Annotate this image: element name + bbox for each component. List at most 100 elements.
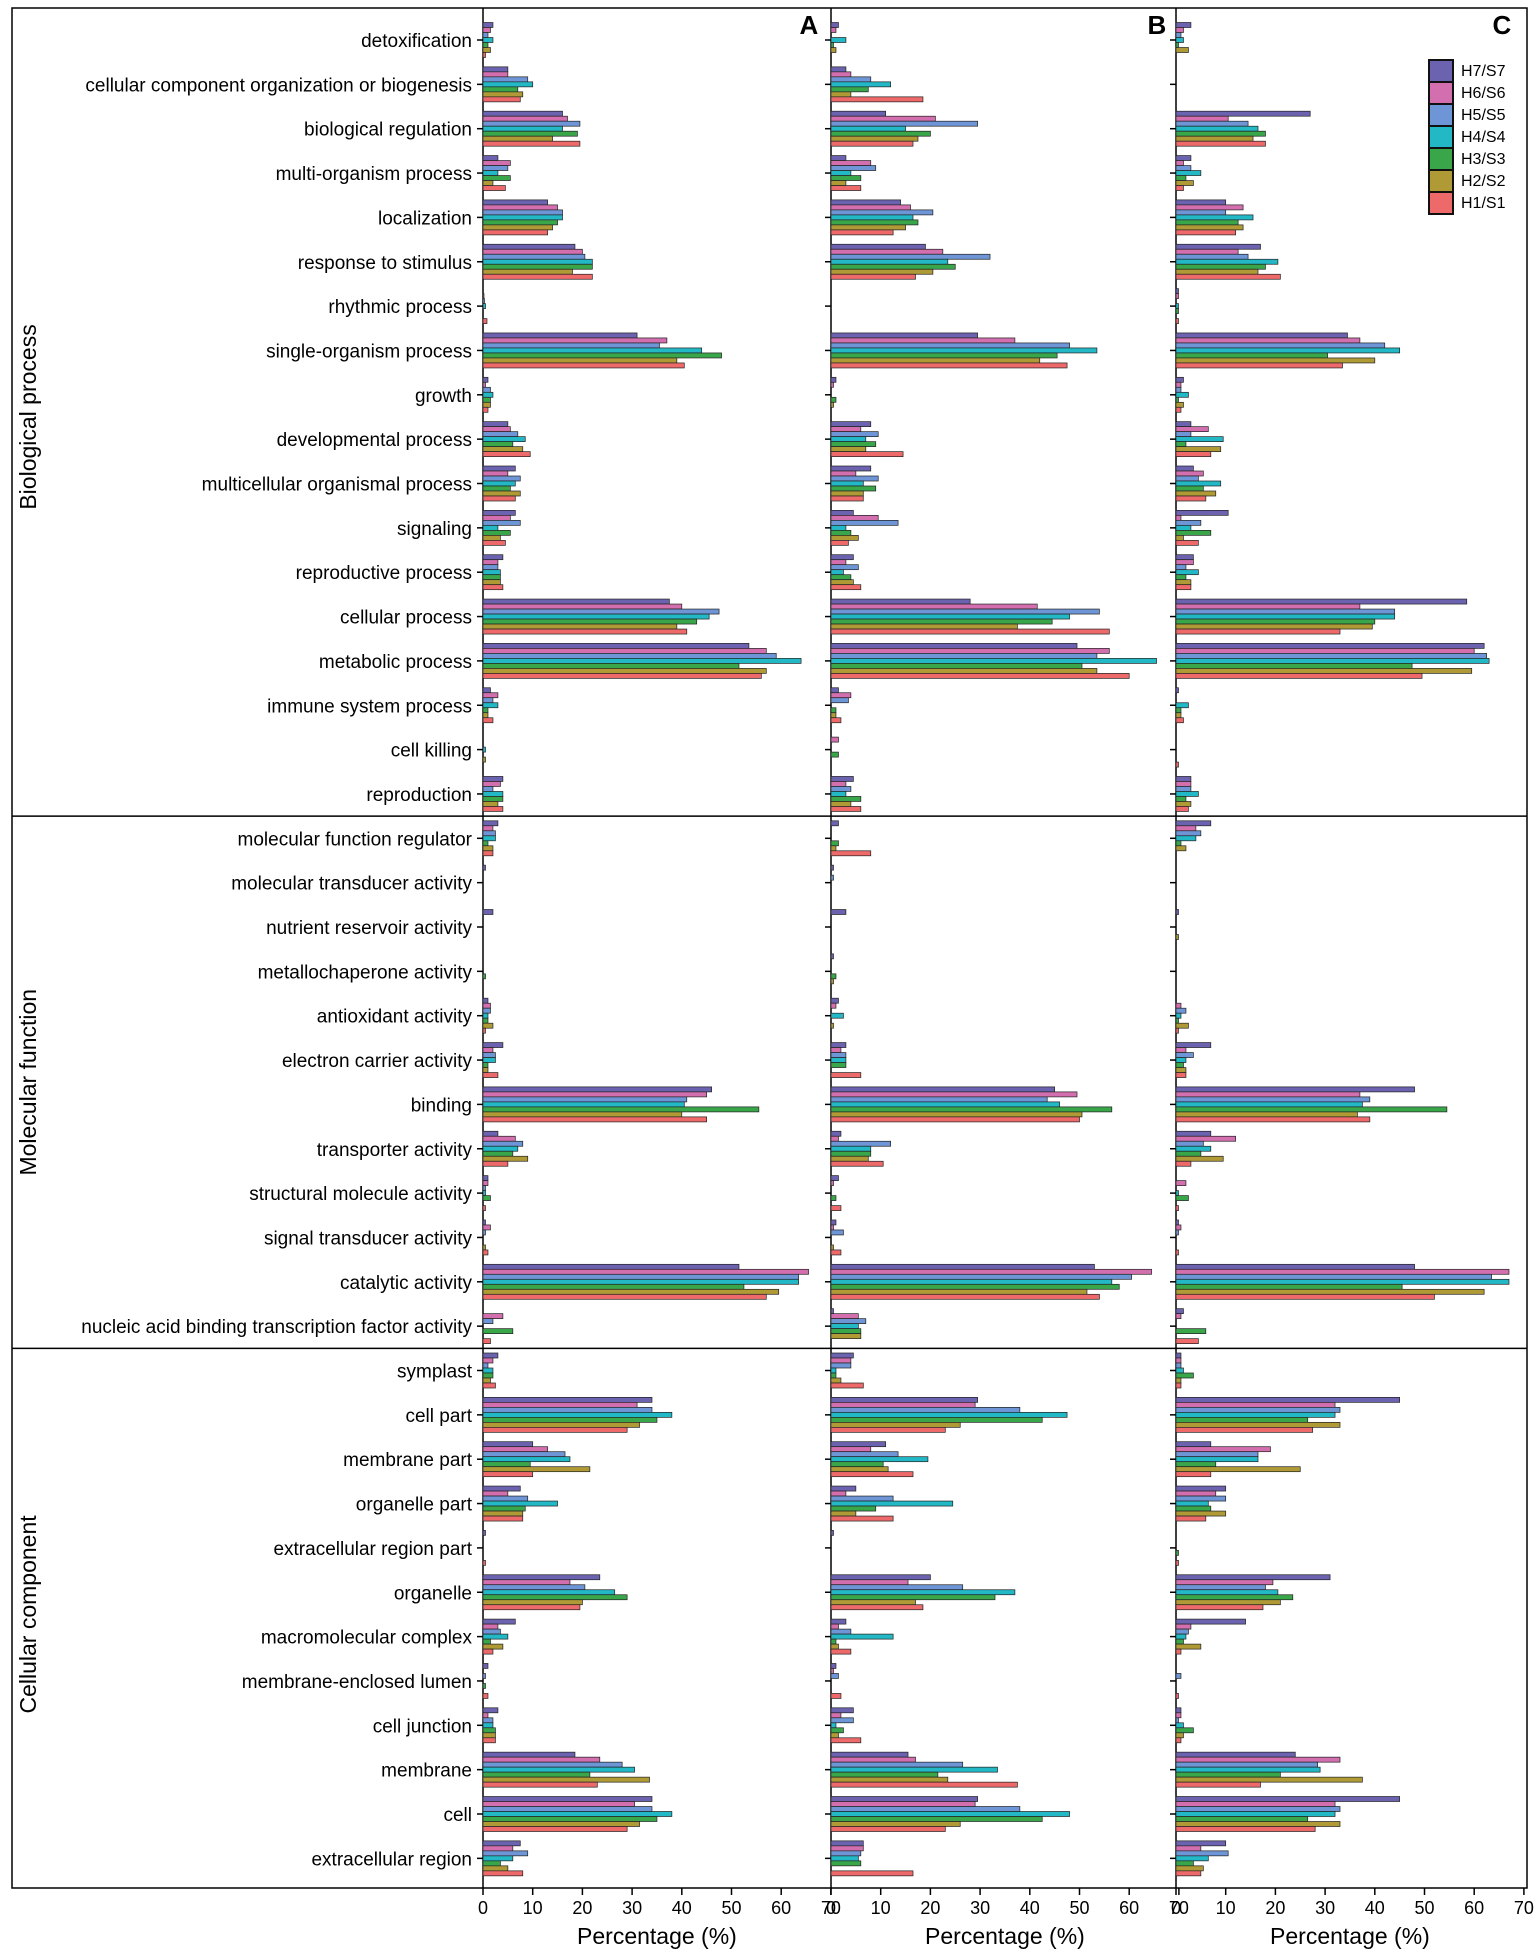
bar-B-H7/S7: [830, 1042, 847, 1048]
bar-C-H2/S2: [1175, 1510, 1227, 1517]
bar-B-H2/S2: [830, 845, 837, 852]
bar-A-H5/S5: [482, 1406, 653, 1413]
bar-B-H2/S2: [830, 801, 852, 807]
bar-B-H3/S3: [830, 1106, 1113, 1113]
bar-B-H1/S1: [830, 1737, 862, 1744]
bar-A-H4/S4: [482, 125, 563, 132]
bar-C-H4/S4: [1175, 524, 1192, 531]
bar-B-H6/S6: [830, 115, 936, 122]
bar-B-H6/S6: [830, 381, 834, 388]
bar-A-H7/S7: [482, 22, 494, 28]
bar-B-H5/S5: [830, 564, 859, 571]
bar-C-H4/S4: [1175, 1057, 1187, 1063]
category-label: binding: [411, 1095, 472, 1116]
bar-B-H5/S5: [830, 1717, 854, 1724]
bar-C-H1/S1: [1175, 1560, 1179, 1566]
legend-swatch: [1428, 81, 1454, 105]
bar-A-H7/S7: [482, 1751, 576, 1758]
bar-C-H7/S7: [1175, 1352, 1182, 1359]
bar-B-H2/S2: [830, 47, 837, 53]
bar-A-H1/S1: [482, 52, 486, 58]
bar-C-H1/S1: [1175, 1160, 1192, 1167]
bar-B-H5/S5: [830, 1673, 839, 1679]
bar-A-H7/S7: [482, 1840, 521, 1847]
bar-A-H3/S3: [482, 441, 514, 447]
category-label: immune system process: [267, 696, 472, 717]
bar-C-H4/S4: [1175, 702, 1189, 709]
bar-B-H3/S3: [830, 485, 877, 492]
bar-C-H7/S7: [1175, 1396, 1400, 1403]
bar-C-H5/S5: [1175, 1406, 1341, 1413]
bar-A-H5/S5: [482, 1052, 496, 1058]
bar-A-H2/S2: [482, 224, 553, 231]
bar-C-H3/S3: [1175, 308, 1179, 314]
bar-B-H3/S3: [830, 1195, 837, 1201]
bar-B-H2/S2: [830, 401, 834, 408]
bar-C-H6/S6: [1175, 1579, 1274, 1586]
bar-B-H1/S1: [830, 1382, 864, 1389]
panel-label-B: B: [1148, 10, 1167, 40]
bar-B-H5/S5: [830, 1362, 852, 1369]
bar-C-H1/S1: [1175, 1693, 1179, 1699]
bar-A-H1/S1: [482, 318, 488, 324]
category-label: signaling: [397, 519, 472, 540]
bar-C-H3/S3: [1175, 130, 1266, 137]
bar-B-H6/S6: [830, 1268, 1152, 1275]
bar-C-H5/S5: [1175, 519, 1202, 526]
bar-C-H3/S3: [1175, 1771, 1281, 1778]
category-label: detoxification: [361, 31, 472, 52]
bar-A-H2/S2: [482, 1155, 529, 1162]
bar-C-H1/S1: [1175, 761, 1179, 768]
bar-series: [482, 22, 1510, 1877]
bar-B-H5/S5: [830, 431, 879, 437]
bar-B-H2/S2: [830, 1155, 869, 1162]
bar-C-H7/S7: [1175, 1574, 1331, 1581]
bar-A-H6/S6: [482, 1490, 509, 1497]
bar-C-H2/S2: [1175, 845, 1187, 852]
bar-A-H4/S4: [482, 658, 802, 664]
bar-A-H6/S6: [482, 603, 683, 610]
bar-A-H5/S5: [482, 1761, 623, 1768]
bar-C-H1/S1: [1175, 1382, 1182, 1389]
bar-A-H6/S6: [482, 1579, 571, 1586]
bar-A-H4/S4: [482, 1722, 494, 1729]
bar-A-H5/S5: [482, 253, 586, 260]
category-label: cellular process: [340, 608, 472, 629]
category-label: cell killing: [391, 741, 472, 762]
bar-B-H1/S1: [830, 1160, 884, 1167]
bar-A-H3/S3: [482, 1771, 591, 1778]
bar-B-H5/S5: [830, 120, 978, 127]
bar-B-H7/S7: [830, 1219, 837, 1226]
bar-A-H4/S4: [482, 391, 494, 398]
bar-C-H1/S1: [1175, 717, 1184, 724]
bar-B-H7/S7: [830, 1840, 864, 1847]
bar-A-H6/S6: [482, 781, 501, 787]
bar-A-H3/S3: [482, 263, 593, 270]
bar-B-H7/S7: [830, 1086, 1055, 1093]
bar-A-H6/S6: [482, 204, 558, 211]
legend-label: H4/S4: [1461, 129, 1506, 146]
bar-A-H2/S2: [482, 357, 678, 364]
bar-C-H6/S6: [1175, 781, 1192, 787]
bar-A-H6/S6: [482, 1180, 489, 1186]
bar-B-H4/S4: [830, 347, 1098, 354]
bar-C-H2/S2: [1175, 446, 1222, 452]
bar-A-H6/S6: [482, 1446, 548, 1453]
bar-A-H7/S7: [482, 1086, 712, 1093]
bar-B-H6/S6: [830, 1623, 839, 1630]
bar-B-H7/S7: [830, 1574, 931, 1581]
bar-A-H1/S1: [482, 1560, 486, 1566]
bar-B-H7/S7: [830, 332, 978, 339]
bar-A-H4/S4: [482, 1367, 494, 1374]
bar-B-H1/S1: [830, 1205, 842, 1211]
bar-A-H1/S1: [482, 1072, 499, 1078]
bar-C-H6/S6: [1175, 381, 1182, 388]
bar-B-H5/S5: [830, 519, 899, 526]
bar-C-H3/S3: [1175, 1328, 1207, 1335]
category-labels: detoxification cellular component organiz…: [81, 31, 472, 1870]
category-label: developmental process: [277, 430, 472, 451]
bar-C-H5/S5: [1175, 209, 1227, 216]
bar-C-H6/S6: [1175, 27, 1184, 33]
x-tick-label: 10: [523, 1898, 543, 1918]
bar-B-H1/S1: [830, 1471, 914, 1478]
